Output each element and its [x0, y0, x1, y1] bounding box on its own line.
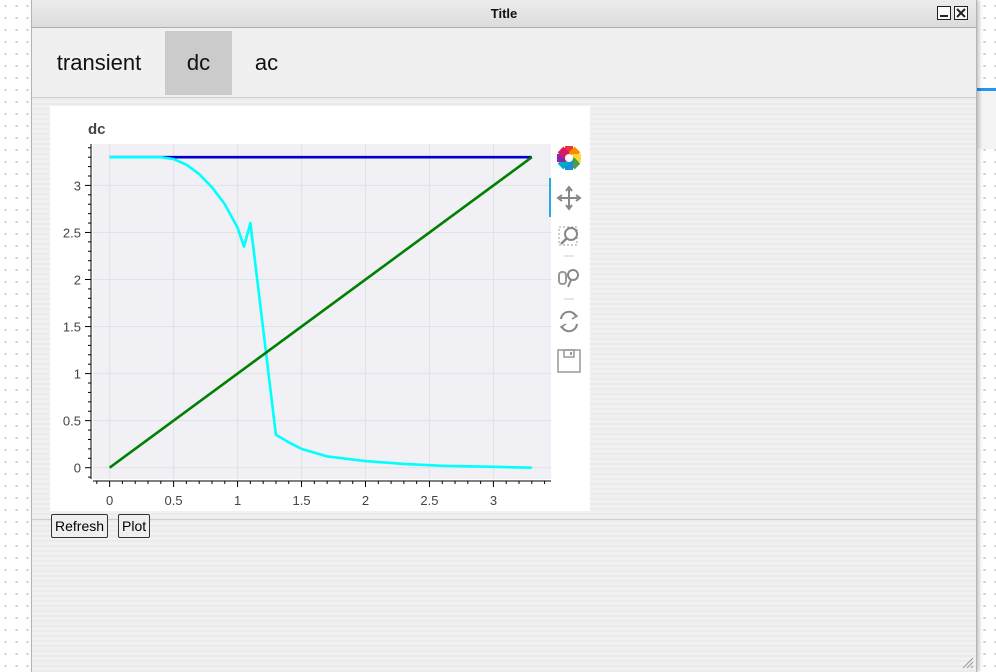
save-icon [570, 352, 572, 355]
y-tick-label: 0.5 [63, 414, 81, 429]
tab-bar: transient dc ac [32, 29, 976, 98]
app-window: Title transient dc ac dc 0 0.5 1 1.5 2 2.5 3 0 0.… [31, 0, 977, 672]
plot-button[interactable]: Plot [118, 514, 151, 538]
y-tick-label: 1 [74, 367, 81, 382]
tab-dc[interactable]: dc [165, 31, 232, 95]
wheel-zoom-icon [567, 269, 579, 281]
x-tick-label: 2.5 [420, 493, 438, 508]
x-tick-label: 0.5 [165, 493, 183, 508]
box-zoom-icon [560, 237, 568, 245]
x-tick-label: 0 [106, 493, 113, 508]
close-button[interactable] [954, 6, 968, 20]
window-title: Title [490, 6, 518, 21]
close-icon [956, 8, 966, 18]
title-bar[interactable]: Title [32, 0, 976, 28]
y-tick-label: 2 [74, 273, 81, 288]
save-icon [563, 349, 575, 358]
refresh-button[interactable]: Refresh [51, 514, 109, 538]
x-tick-label: 2 [362, 493, 369, 508]
box-zoom-icon[interactable] [558, 226, 578, 246]
resize-grip-icon[interactable] [960, 655, 974, 669]
pan-icon[interactable] [556, 185, 582, 211]
series-line-3 [108, 156, 533, 469]
y-tick-label: 1.5 [63, 320, 81, 335]
save-icon[interactable] [557, 349, 581, 373]
wheel-zoom-icon [567, 279, 572, 288]
y-tick-label: 3 [74, 178, 81, 193]
chart-title: dc [88, 121, 106, 138]
plot-container: dc 0 0.5 1 1.5 2 2.5 3 0 0.5 1 1.5 2 2.5 3 [50, 106, 590, 511]
y-tick-label: 2.5 [63, 225, 81, 240]
reset-icon [559, 311, 579, 332]
minimize-button[interactable] [937, 6, 951, 20]
y-tick-label: 0 [74, 461, 81, 476]
bokeh-logo-icon[interactable] [565, 146, 573, 155]
tab-transient[interactable]: transient [56, 50, 142, 75]
x-tick-label: 1 [234, 493, 241, 508]
series-line-2 [109, 155, 532, 469]
bokeh-logo-icon[interactable] [565, 161, 573, 170]
wheel-zoom-icon[interactable] [558, 271, 567, 285]
tab-ac[interactable]: ac [254, 50, 279, 75]
bokeh-logo-icon [565, 154, 573, 162]
x-tick-label: 1.5 [292, 493, 310, 508]
x-tick-label: 3 [490, 493, 497, 508]
bottom-panel [32, 519, 976, 672]
dc-chart[interactable]: dc 0 0.5 1 1.5 2 2.5 3 0 0.5 1 1.5 2 2.5 3 [50, 106, 590, 511]
box-zoom-icon [564, 227, 578, 241]
